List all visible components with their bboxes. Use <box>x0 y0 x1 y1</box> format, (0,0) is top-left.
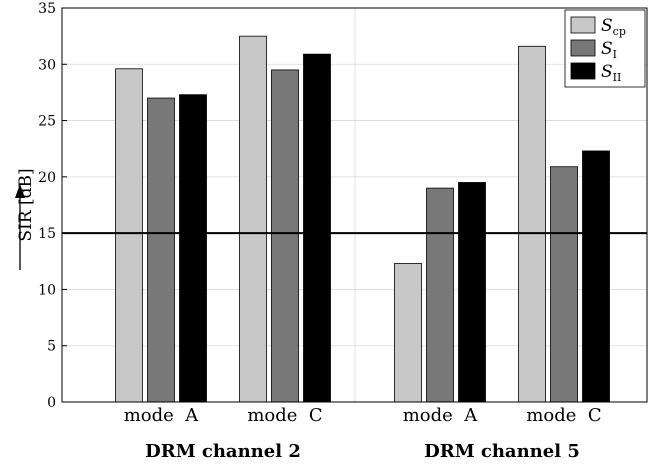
legend-label: SI <box>601 39 617 61</box>
x-category-label: mode A <box>124 405 200 426</box>
y-axis-title: SIR [dB] <box>16 168 36 241</box>
x-category-label: mode A <box>403 405 479 426</box>
legend-label: Scp <box>601 16 626 38</box>
y-tick-label: 10 <box>38 282 56 298</box>
y-tick-label: 15 <box>38 226 56 242</box>
x-group-label: DRM channel 2 <box>145 441 301 462</box>
legend-swatch <box>570 16 596 34</box>
y-tick-label: 20 <box>38 170 56 186</box>
bar-cp-2 <box>394 263 422 403</box>
x-axis-labels: mode A mode C DRM channel 2 mode A mode C DRM… <box>124 405 602 462</box>
bar-II-3 <box>582 150 610 403</box>
legend-swatch <box>570 39 596 57</box>
y-axis-ticks: 0 5 10 15 20 25 30 35 <box>38 1 67 411</box>
plot-frame <box>61 7 648 403</box>
y-tick-label: 35 <box>38 1 56 17</box>
legend-swatch <box>570 62 596 80</box>
legend-label: SII <box>601 62 621 84</box>
y-tick-label: 30 <box>38 57 56 73</box>
y-tick-label: 25 <box>38 114 56 130</box>
bar-cp-1 <box>239 35 267 403</box>
y-tick-label: 5 <box>47 339 56 355</box>
bar-II-2 <box>458 182 486 403</box>
x-category-label: mode C <box>526 405 601 426</box>
bar-I-2 <box>426 187 454 403</box>
arrow-up-icon <box>15 184 25 198</box>
bar-I-1 <box>271 69 299 403</box>
x-group-label: DRM channel 5 <box>424 441 580 462</box>
bar-II-1 <box>303 53 331 403</box>
y-axis-arrow <box>15 184 25 270</box>
bar-I-3 <box>550 166 578 403</box>
x-category-label: mode C <box>247 405 322 426</box>
bar-I-0 <box>147 97 175 403</box>
y-axis-label: SIR [dB] <box>16 168 36 241</box>
bar-II-0 <box>179 94 207 403</box>
y-tick-label: 0 <box>47 395 56 411</box>
bar-cp-3 <box>518 45 546 403</box>
bars-layer <box>115 35 610 403</box>
bar-cp-0 <box>115 68 143 403</box>
